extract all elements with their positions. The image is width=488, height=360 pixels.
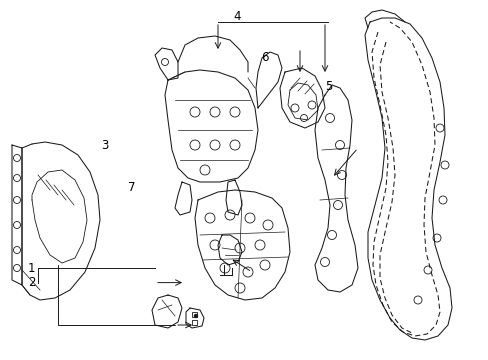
Circle shape xyxy=(194,315,197,318)
Text: 1: 1 xyxy=(28,262,35,275)
Text: 2: 2 xyxy=(28,276,35,289)
Bar xyxy=(192,312,197,317)
Text: 5: 5 xyxy=(325,80,332,93)
Text: 6: 6 xyxy=(261,51,268,64)
Text: 4: 4 xyxy=(233,10,241,23)
Bar xyxy=(192,320,197,325)
Text: 3: 3 xyxy=(101,139,109,152)
Text: 7: 7 xyxy=(128,181,136,194)
